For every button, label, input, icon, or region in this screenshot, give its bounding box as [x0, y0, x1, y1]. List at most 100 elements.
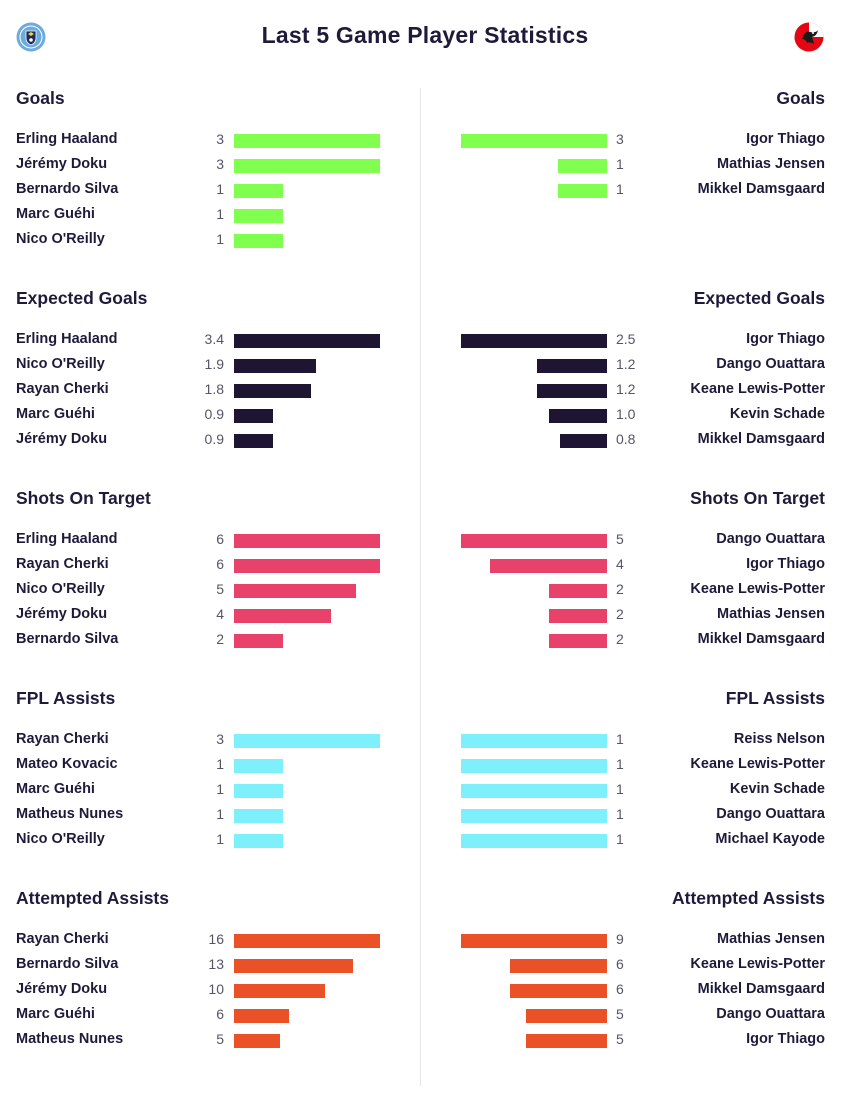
stat-value-label: 1.2: [616, 381, 636, 397]
stat-bar: [234, 409, 273, 423]
player-name: Nico O'Reilly: [16, 581, 105, 597]
stat-bar: [461, 934, 607, 948]
player-stat-row: Mikkel Damsgaard 0.8: [421, 427, 841, 452]
stat-bar: [526, 1034, 607, 1048]
player-stat-row: Bernardo Silva 13: [0, 952, 420, 977]
stat-bar: [461, 734, 607, 748]
stat-bar: [537, 384, 607, 398]
stat-value-label: 16: [208, 931, 224, 947]
player-name: Keane Lewis-Potter: [690, 381, 825, 397]
stat-bar: [461, 334, 607, 348]
player-name: Nico O'Reilly: [16, 231, 105, 247]
home-goals-section: Goals Erling Haaland 3 Jérémy Doku 3 Bernardo…: [0, 0, 420, 248]
stat-bar: [234, 609, 331, 623]
home-attempted-assists-section: Attempted Assists Rayan Cherki 16 Bernardo …: [0, 800, 420, 1048]
stat-bar: [234, 534, 380, 548]
stat-value-label: 6: [616, 981, 624, 997]
home-shots-on-target-title: Shots On Target: [16, 488, 151, 508]
player-stat-row: Dango Ouattara 5: [421, 1002, 841, 1027]
player-name: Jérémy Doku: [16, 606, 108, 622]
stat-bar: [526, 1009, 607, 1023]
stat-bar: [490, 559, 607, 573]
player-stat-row: Reiss Nelson 1: [421, 727, 841, 752]
stat-bar: [510, 959, 607, 973]
stat-value-label: 1: [616, 731, 624, 747]
stat-value-label: 1: [216, 231, 224, 247]
player-name: Matheus Nunes: [16, 1031, 124, 1047]
stat-bar: [234, 559, 380, 573]
player-name: Igor Thiago: [746, 131, 825, 147]
stat-value-label: 5: [216, 581, 224, 597]
player-stat-row: Michael Kayode 1: [421, 827, 841, 852]
player-stat-row: Nico O'Reilly 1: [0, 827, 420, 852]
stat-value-label: 1: [616, 781, 624, 797]
player-name: Keane Lewis-Potter: [690, 956, 825, 972]
player-name: Nico O'Reilly: [16, 356, 105, 372]
stat-bar: [234, 359, 316, 373]
stat-value-label: 4: [616, 556, 624, 572]
player-stat-row: Igor Thiago 2.5: [421, 327, 841, 352]
player-name: Mathias Jensen: [717, 931, 825, 947]
player-stat-row: Igor Thiago 3: [421, 127, 841, 152]
player-stat-row: Rayan Cherki 6: [0, 552, 420, 577]
stat-bar: [234, 984, 325, 998]
player-stat-row: Jérémy Doku 0.9: [0, 427, 420, 452]
away-shots-on-target-section: Shots On Target Dango Ouattara 5 Igor Thiag…: [421, 400, 841, 648]
player-stat-row: Rayan Cherki 1.8: [0, 377, 420, 402]
player-stat-row: Erling Haaland 6: [0, 527, 420, 552]
stat-value-label: 2: [616, 581, 624, 597]
player-stat-row: Nico O'Reilly 1: [0, 227, 420, 252]
home-attempted-assists-title: Attempted Assists: [16, 888, 169, 908]
player-stat-row: Igor Thiago 5: [421, 1027, 841, 1052]
player-name: Reiss Nelson: [733, 731, 825, 747]
player-stat-row: Dango Ouattara 1: [421, 802, 841, 827]
stat-value-label: 1: [616, 756, 624, 772]
player-name: Rayan Cherki: [16, 731, 109, 747]
player-name: Mikkel Damsgaard: [697, 981, 825, 997]
stat-bar: [558, 159, 607, 173]
stat-value-label: 6: [216, 556, 224, 572]
player-name: Dango Ouattara: [716, 356, 825, 372]
stat-bar: [234, 934, 380, 948]
player-stat-row: Keane Lewis-Potter 1: [421, 752, 841, 777]
stat-bar: [461, 809, 607, 823]
player-name: Keane Lewis-Potter: [690, 581, 825, 597]
stat-bar: [461, 534, 607, 548]
player-name: Nico O'Reilly: [16, 831, 105, 847]
stat-value-label: 1: [616, 181, 624, 197]
header: Last 5 Game Player Statistics: [0, 0, 850, 76]
stat-bar: [549, 584, 607, 598]
stat-value-label: 1.8: [204, 381, 224, 397]
player-name: Keane Lewis-Potter: [690, 756, 825, 772]
stat-bar: [234, 759, 283, 773]
stat-value-label: 0.9: [204, 406, 224, 422]
player-stat-row: Matheus Nunes 1: [0, 802, 420, 827]
player-name: Igor Thiago: [746, 331, 825, 347]
stat-bar: [558, 184, 607, 198]
stat-value-label: 13: [208, 956, 224, 972]
player-stat-row: Nico O'Reilly 1.9: [0, 352, 420, 377]
player-stat-row: Erling Haaland 3.4: [0, 327, 420, 352]
stat-value-label: 1: [216, 831, 224, 847]
player-stat-row: Rayan Cherki 3: [0, 727, 420, 752]
stat-bar: [461, 784, 607, 798]
player-name: Jérémy Doku: [16, 981, 108, 997]
stat-bar: [234, 834, 283, 848]
player-stat-row: Dango Ouattara 5: [421, 527, 841, 552]
stat-bar: [234, 434, 273, 448]
player-name: Bernardo Silva: [16, 181, 119, 197]
away-shots-on-target-title: Shots On Target: [690, 488, 825, 508]
player-name: Mikkel Damsgaard: [697, 431, 825, 447]
player-name: Marc Guéhi: [16, 406, 95, 422]
stat-bar: [234, 959, 353, 973]
stat-value-label: 2: [616, 631, 624, 647]
player-name: Dango Ouattara: [716, 1006, 825, 1022]
player-name: Marc Guéhi: [16, 206, 95, 222]
player-name: Mathias Jensen: [717, 156, 825, 172]
player-stat-row: Mikkel Damsgaard 1: [421, 177, 841, 202]
stat-bar: [461, 834, 607, 848]
away-attempted-assists-title: Attempted Assists: [672, 888, 825, 908]
player-name: Erling Haaland: [16, 531, 118, 547]
player-name: Mikkel Damsgaard: [697, 181, 825, 197]
stat-bar: [549, 634, 607, 648]
